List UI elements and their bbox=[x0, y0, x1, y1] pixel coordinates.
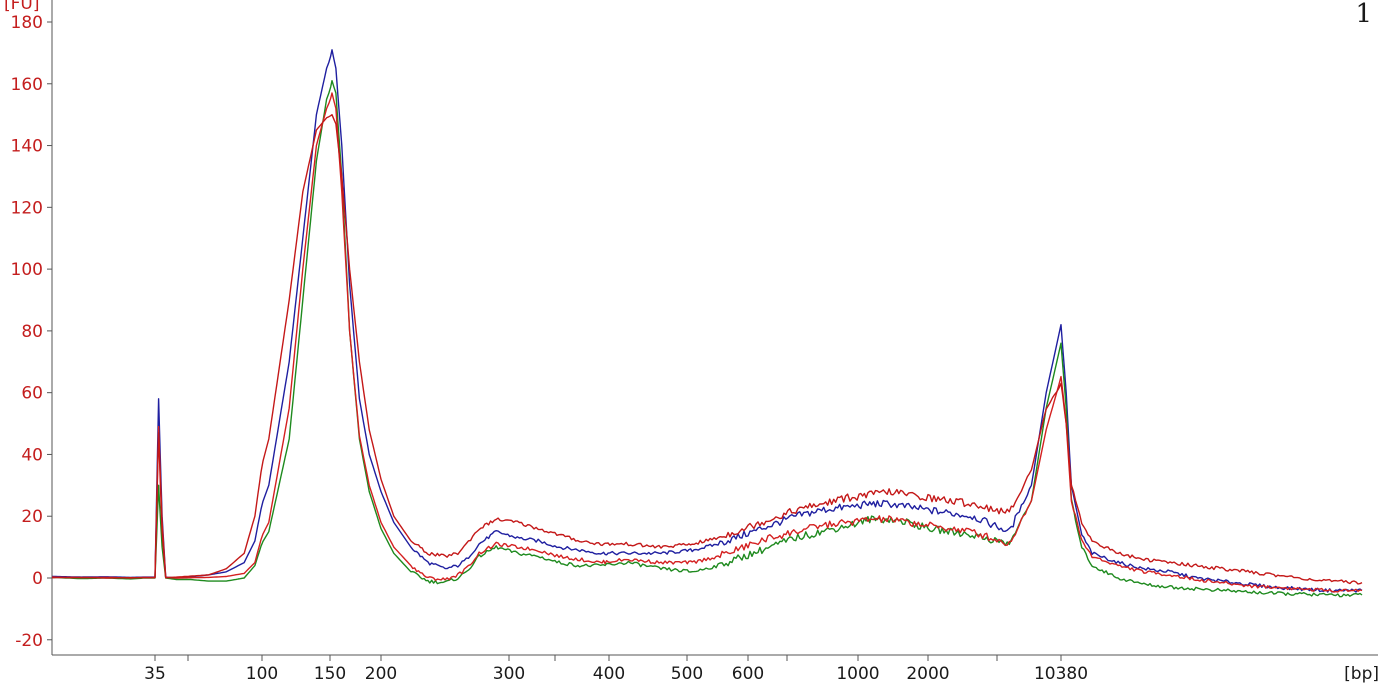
y-tick-label: 100 bbox=[11, 260, 43, 280]
y-tick-label: 80 bbox=[21, 322, 43, 342]
series-trace-4 bbox=[52, 114, 1363, 585]
x-tick-label: 500 bbox=[671, 664, 703, 684]
y-tick-label: 60 bbox=[21, 384, 43, 404]
y-tick-label: 0 bbox=[32, 569, 43, 589]
x-tick-label: 1000 bbox=[836, 664, 879, 684]
axes bbox=[47, 0, 1378, 661]
x-tick-label: 600 bbox=[732, 664, 764, 684]
x-tick-label: 150 bbox=[314, 664, 346, 684]
x-tick-label: 2000 bbox=[906, 664, 949, 684]
x-tick-label: 400 bbox=[593, 664, 625, 684]
y-tick-label: 160 bbox=[11, 75, 43, 95]
corner-mark: 1 bbox=[1355, 0, 1372, 29]
y-tick-label: 40 bbox=[21, 445, 43, 465]
series-trace-2 bbox=[51, 80, 1363, 598]
x-tick-label: 35 bbox=[144, 664, 166, 684]
x-axis-unit-label: [bp] bbox=[1344, 664, 1379, 684]
series-trace-1 bbox=[52, 49, 1363, 593]
series-traces bbox=[51, 49, 1363, 598]
y-tick-label: 140 bbox=[11, 137, 43, 157]
y-tick-label: 120 bbox=[11, 198, 43, 218]
x-tick-label: 100 bbox=[246, 664, 278, 684]
tick-labels: -20 0 20 40 60 80 100 120 140 160 180 35 100 150 200 30… bbox=[4, 0, 1379, 684]
x-tick-label: 200 bbox=[365, 664, 397, 684]
y-tick-label: 180 bbox=[11, 13, 43, 33]
y-tick-label: 20 bbox=[21, 507, 43, 527]
y-axis-unit-label: [FU] bbox=[4, 0, 40, 14]
x-tick-label: 10380 bbox=[1034, 664, 1088, 684]
series-trace-3 bbox=[52, 92, 1363, 593]
y-tick-label: -20 bbox=[15, 631, 43, 651]
x-tick-label: 300 bbox=[493, 664, 525, 684]
